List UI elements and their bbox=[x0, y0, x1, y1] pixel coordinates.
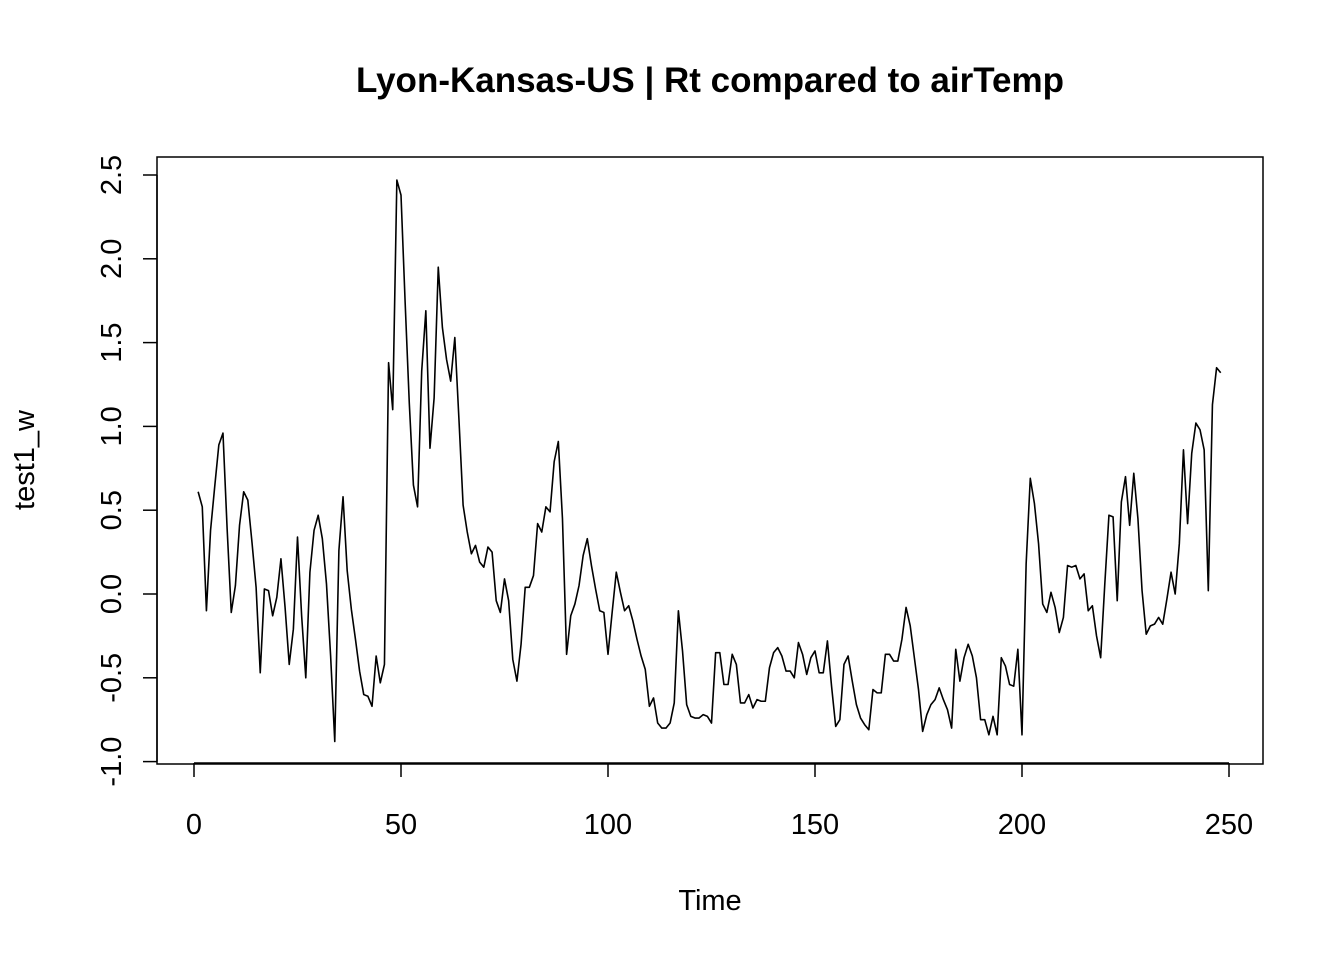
y-tick-label: 0.0 bbox=[96, 574, 128, 614]
y-tick-label: 1.5 bbox=[96, 322, 128, 362]
y-tick-label: -1.0 bbox=[96, 737, 128, 787]
x-axis: 0 50 100 150 200 250 bbox=[186, 762, 1253, 841]
y-axis: -1.0 -0.5 0.0 0.5 1.0 1.5 2.0 2.5 bbox=[96, 155, 158, 787]
plot-frame bbox=[156, 156, 1264, 765]
y-tick-label: -0.5 bbox=[96, 653, 128, 703]
y-tick-label: 1.0 bbox=[96, 406, 128, 446]
x-tick-label: 50 bbox=[385, 809, 417, 841]
x-tick-label: 100 bbox=[584, 809, 632, 841]
y-tick-label: 0.5 bbox=[96, 490, 128, 530]
x-tick-label: 150 bbox=[791, 809, 839, 841]
x-tick-label: 0 bbox=[186, 809, 202, 841]
x-tick-label: 250 bbox=[1205, 809, 1253, 841]
x-axis-label: Time bbox=[678, 885, 741, 917]
chart-title: Lyon-Kansas-US | Rt compared to airTemp bbox=[356, 61, 1064, 100]
y-tick-label: 2.5 bbox=[96, 155, 128, 195]
x-tick-label: 200 bbox=[998, 809, 1046, 841]
series-line bbox=[197, 179, 1222, 743]
y-tick-label: 2.0 bbox=[96, 239, 128, 279]
y-axis-label: test1_w bbox=[9, 409, 41, 510]
